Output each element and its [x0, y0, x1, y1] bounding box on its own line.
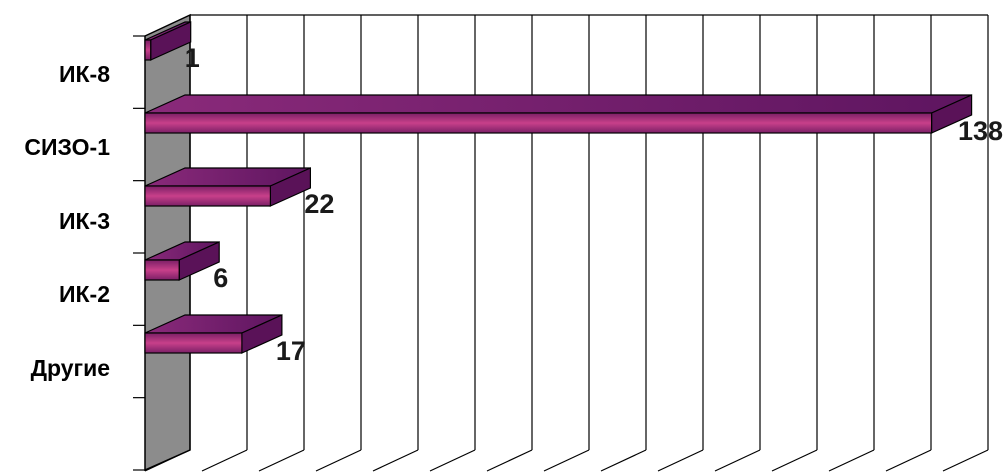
- bar-front: [144, 39, 152, 61]
- floor-line: [657, 449, 704, 472]
- bar-front: [144, 259, 180, 281]
- floor-line: [315, 449, 362, 472]
- bar-front: [144, 185, 272, 207]
- category-label: ИК-2: [59, 281, 110, 307]
- floor-line: [372, 449, 419, 472]
- gridlines: [133, 14, 989, 472]
- bar-front: [144, 112, 933, 134]
- floor-line: [600, 449, 647, 472]
- value-labels: 1 138 22 6 17: [185, 43, 1003, 366]
- floor-line: [144, 449, 191, 472]
- floor-line: [429, 449, 476, 472]
- floor-line: [201, 449, 248, 472]
- value-label: 1: [185, 43, 200, 73]
- category-label: СИЗО-1: [24, 134, 110, 160]
- value-label: 138: [958, 116, 1003, 146]
- category-labels: ИК-8 СИЗО-1 ИК-3 ИК-2 Другие: [24, 61, 110, 381]
- bar-front: [144, 332, 243, 354]
- floor-line: [828, 449, 875, 472]
- floor-line: [486, 449, 533, 472]
- category-label: Другие: [31, 355, 110, 381]
- floor-line: [543, 449, 590, 472]
- bar: [144, 314, 283, 354]
- floor-line: [258, 449, 305, 472]
- category-label: ИК-3: [59, 208, 110, 234]
- floor-line: [714, 449, 761, 472]
- floor-line: [885, 449, 932, 472]
- bar: [144, 167, 311, 207]
- bar: [144, 21, 192, 61]
- bar-top: [144, 94, 972, 114]
- value-label: 6: [213, 263, 228, 293]
- value-label: 22: [304, 189, 334, 219]
- bar: [144, 94, 973, 134]
- bar: [144, 241, 220, 281]
- category-label: ИК-8: [59, 61, 110, 87]
- floor-line: [771, 449, 818, 472]
- floor-line: [942, 449, 989, 472]
- bars: [144, 21, 973, 354]
- value-label: 17: [276, 336, 306, 366]
